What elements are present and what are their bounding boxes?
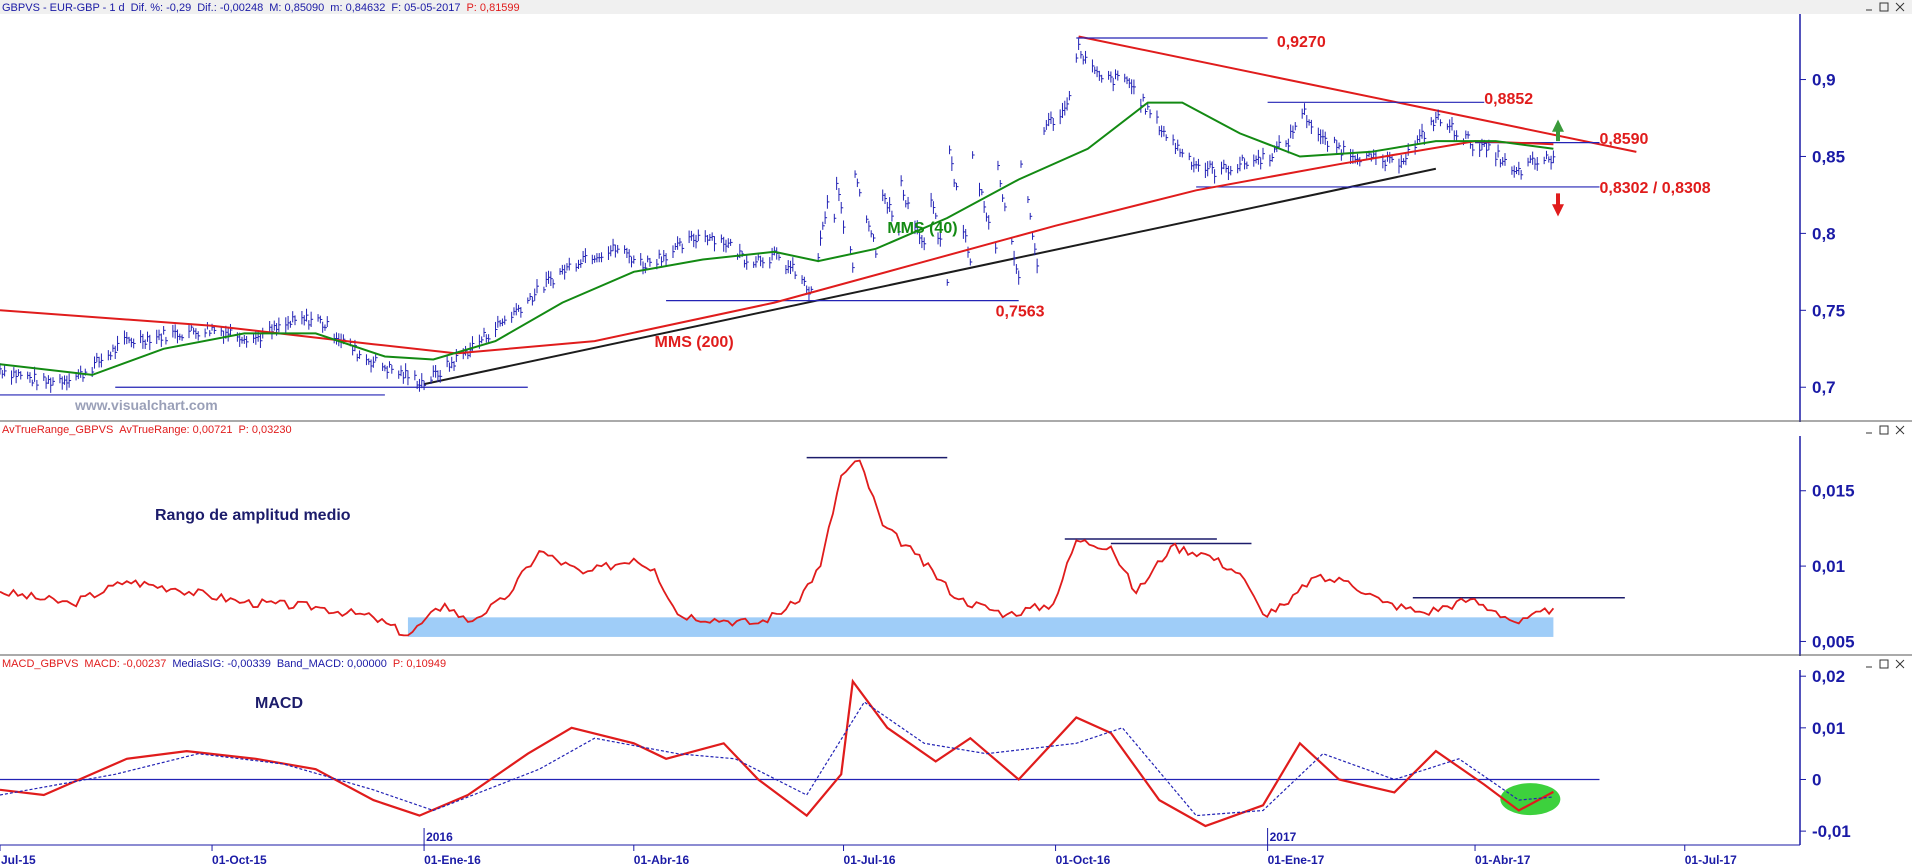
macd-panel: 0,02 0,01 0 -0,01 MACD [0, 667, 1851, 841]
price-header-min: m: 0,84632 [330, 2, 385, 14]
price-annotation: 0,7563 [996, 303, 1045, 320]
y-tick-label: 0,01 [1812, 557, 1845, 576]
price-header-max: M: 0,85090 [269, 2, 324, 14]
close-icon[interactable] [1895, 425, 1905, 435]
macd-panel-label: MACD [255, 695, 303, 712]
price-header-date: F: 05-05-2017 [391, 2, 460, 14]
y-tick-label: 0,9 [1812, 71, 1836, 90]
x-tick-label: 01-Ene-16 [424, 853, 481, 867]
x-tick-label: Jul-15 [1, 853, 36, 867]
y-tick-label: 0,7 [1812, 378, 1836, 397]
atr-window-controls [1866, 425, 1905, 435]
maximize-icon[interactable] [1879, 2, 1889, 12]
y-tick-label: -0,01 [1812, 822, 1851, 841]
price-header-symbol: GBPVS - EUR-GBP - 1 d [2, 2, 125, 14]
price-header: GBPVS - EUR-GBP - 1 d Dif. %: -0,29 Dif.: … [2, 2, 520, 14]
atr-panel-label: Rango de amplitud medio [155, 507, 351, 524]
close-icon[interactable] [1895, 659, 1905, 669]
mms40-line [0, 101, 1554, 376]
price-annotation: MMS (40) [887, 220, 957, 237]
macd-header-macd: MACD: -0,00237 [84, 658, 166, 670]
price-header-bar [0, 0, 1912, 14]
maximize-icon[interactable] [1879, 659, 1889, 669]
macd-header: MACD_GBPVS MACD: -0,00237 MediaSIG: -0,003… [2, 658, 446, 670]
x-tick-label: 01-Oct-16 [1056, 853, 1111, 867]
year-marker-label: 2016 [426, 830, 453, 844]
y-tick-label: 0,01 [1812, 719, 1845, 738]
minimize-icon[interactable] [1864, 2, 1874, 12]
atr-line [0, 459, 1555, 637]
macd-window-controls [1866, 659, 1905, 669]
price-header-last: P: 0,81599 [466, 2, 519, 14]
y-tick-label: 0,02 [1812, 667, 1845, 686]
price-window-controls [1864, 2, 1905, 12]
y-tick-label: 0,75 [1812, 301, 1845, 320]
atr-panel: 0,015 0,01 0,005 Rango de amplitud medio [0, 456, 1855, 651]
down-arrow-icon [1552, 193, 1564, 217]
close-icon[interactable] [1895, 2, 1905, 12]
x-tick-label: 01-Abr-16 [634, 853, 690, 867]
x-tick-label: 01-Oct-15 [212, 853, 267, 867]
resistance-line [1078, 35, 1637, 153]
price-annotation: 0,8590 [1599, 131, 1648, 148]
atr-support-band [407, 617, 1554, 637]
atr-header-value: AvTrueRange: 0,00721 [119, 424, 232, 436]
mms200-line [0, 140, 1554, 355]
x-axis: Jul-15 01-Oct-15 01-Ene-16 01-Abr-16 01-Jul-… [0, 828, 1737, 867]
macd-header-name: MACD_GBPVS [2, 658, 78, 670]
x-tick-label: 01-Jul-17 [1685, 853, 1737, 867]
price-annotation: 0,9270 [1277, 34, 1326, 51]
maximize-icon[interactable] [1879, 425, 1889, 435]
price-annotation: 0,8302 / 0,8308 [1599, 180, 1710, 197]
macd-header-last: P: 0,10949 [393, 658, 446, 670]
watermark: www.visualchart.com [74, 397, 218, 413]
x-tick-label: 01-Abr-17 [1475, 853, 1531, 867]
up-arrow-icon [1552, 119, 1564, 142]
signal-line [0, 701, 1554, 817]
macd-header-signal: MediaSIG: -0,00339 [172, 658, 270, 670]
y-tick-label: 0,015 [1812, 482, 1855, 501]
y-tick-label: 0,85 [1812, 147, 1845, 166]
price-panel: 0,9 0,85 0,8 0,75 0,7 0,9270 0,8852 0,8590 0,830… [0, 34, 1845, 397]
price-annotation: MMS (200) [655, 334, 734, 351]
y-tick-label: 0 [1812, 770, 1821, 789]
price-header-dif-pct: Dif. %: -0,29 [131, 2, 192, 14]
x-tick-label: 01-Ene-17 [1268, 853, 1325, 867]
atr-header-name: AvTrueRange_GBPVS [2, 424, 113, 436]
atr-header: AvTrueRange_GBPVS AvTrueRange: 0,00721 P: … [2, 424, 292, 436]
y-tick-label: 0,8 [1812, 224, 1836, 243]
atr-header-bar [0, 422, 1912, 436]
atr-header-last: P: 0,03230 [238, 424, 291, 436]
y-tick-label: 0,005 [1812, 632, 1855, 651]
x-tick-label: 01-Jul-16 [844, 853, 896, 867]
year-marker-label: 2017 [1270, 830, 1297, 844]
trend-line [423, 167, 1437, 386]
macd-header-band: Band_MACD: 0,00000 [277, 658, 387, 670]
price-annotation: 0,8852 [1484, 91, 1533, 108]
price-header-dif: Dif.: -0,00248 [197, 2, 263, 14]
macd-line [0, 678, 1554, 828]
macd-header-bar [0, 656, 1912, 670]
